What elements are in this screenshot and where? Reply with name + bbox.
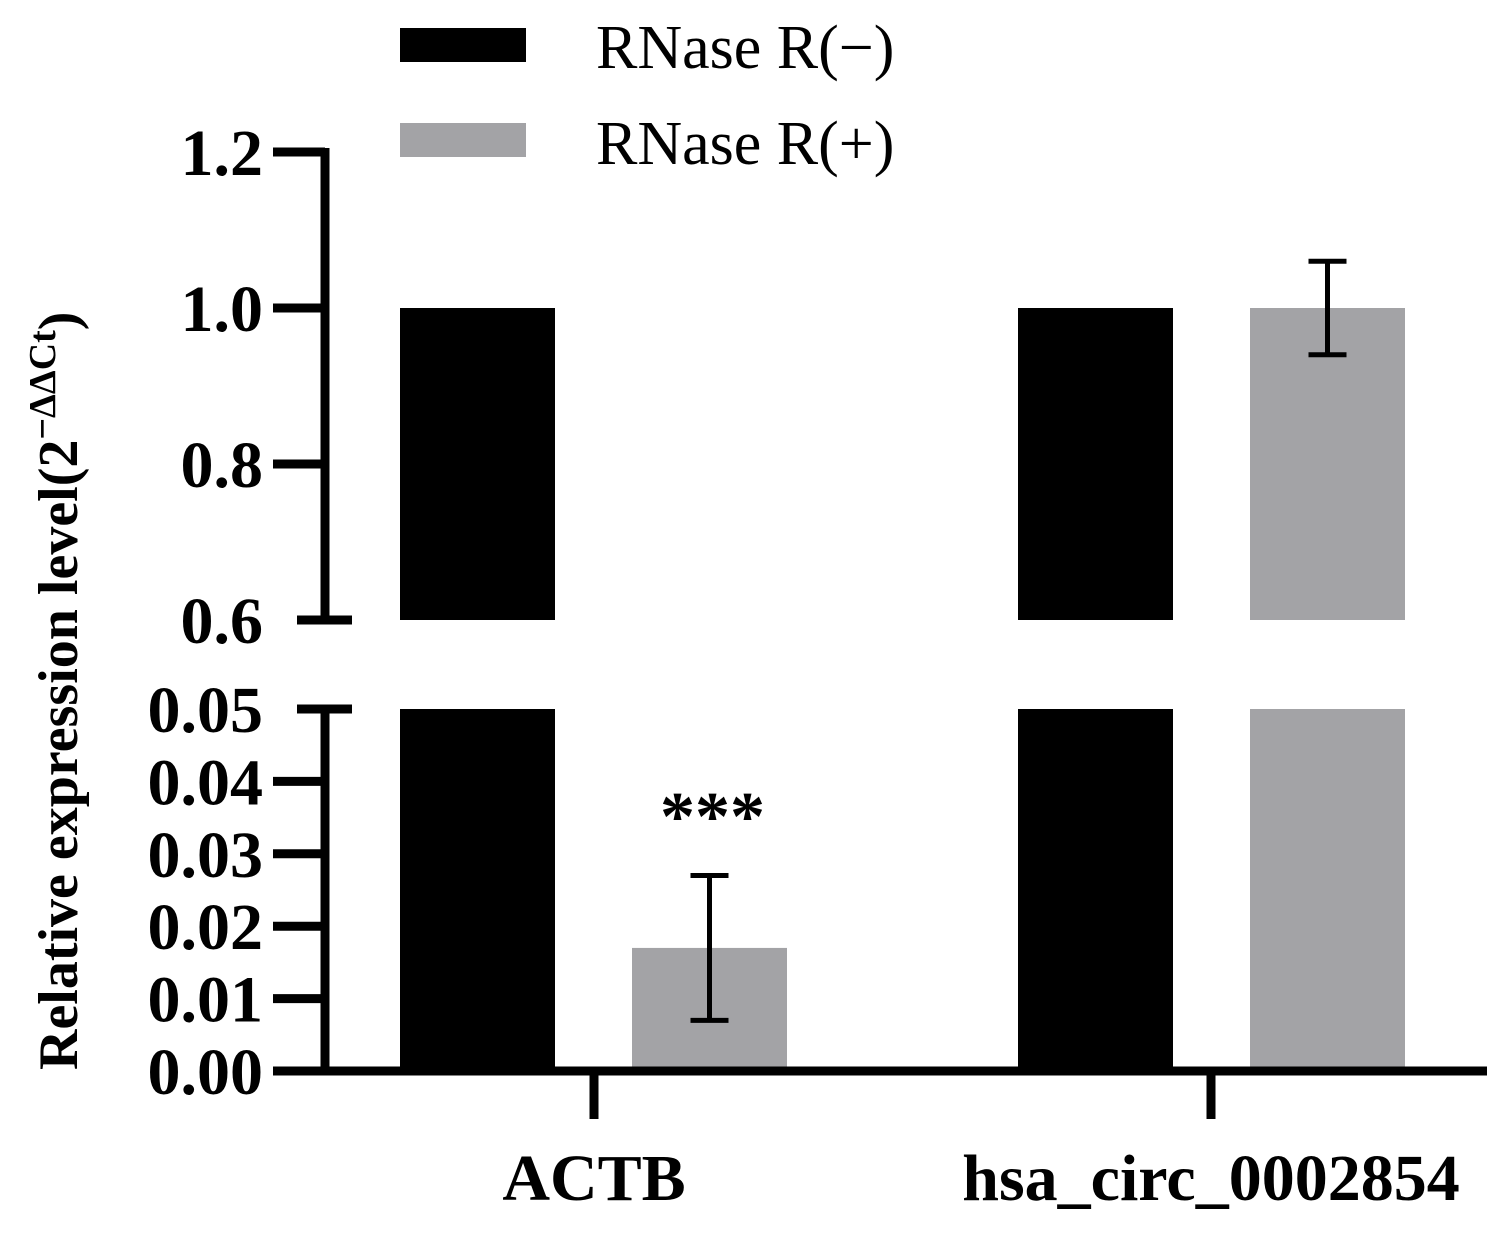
error-bars (690, 258, 1347, 1023)
legend-label-rnase-r-minus: RNase R(−) (596, 14, 894, 82)
x-tick-label-hsa_circ_0002854: hsa_circ_0002854 (962, 1142, 1459, 1215)
y-tick-label-lower-0.02: 0.02 (148, 891, 264, 964)
legend-swatch-rnase-r-plus (400, 123, 526, 157)
y-tick-label-upper-1.0: 1.0 (181, 273, 264, 346)
y-axis-label-main: Relative expression level(2 (28, 440, 90, 1070)
y-tick-label-upper-0.8: 0.8 (181, 429, 264, 502)
bars (400, 308, 1405, 1067)
bar-hsa_circ_0002854-rnase-r-plus-upper (1250, 308, 1405, 620)
y-tick-label-lower-0.01: 0.01 (148, 964, 264, 1037)
axes (273, 147, 1487, 1119)
y-tick-label-lower-0.00: 0.00 (148, 1036, 264, 1109)
bar-hsa_circ_0002854-rnase-r-minus-lower (1018, 709, 1173, 1067)
legend-swatch-rnase-r-minus (400, 28, 526, 62)
y-tick-label-upper-1.2: 1.2 (181, 117, 264, 190)
y-tick-label-lower-0.03: 0.03 (148, 819, 264, 892)
legend-label-rnase-r-plus: RNase R(+) (596, 110, 894, 178)
bar-hsa_circ_0002854-rnase-r-plus-lower (1250, 709, 1405, 1067)
significance-annotation: *** (660, 779, 765, 856)
x-tick-label-ACTB: ACTB (502, 1142, 685, 1215)
labels: 0.6 0.8 1.0 1.2 0.000.010.020.030.040.05 ACTB… (148, 117, 1460, 1215)
y-axis-label: Relative expression level(2−ΔΔCt) (22, 312, 90, 1070)
y-tick-label-lower-0.05: 0.05 (148, 674, 264, 747)
y-tick-label-lower-0.04: 0.04 (148, 746, 264, 819)
bar-hsa_circ_0002854-rnase-r-minus-upper (1018, 308, 1173, 620)
bar-ACTB-rnase-r-minus-lower (400, 709, 555, 1067)
y-axis-label-superscript: −ΔΔCt (22, 330, 64, 440)
y-tick-label-upper-0.6: 0.6 (181, 585, 264, 658)
y-axis-label-close: ) (28, 312, 90, 331)
bar-ACTB-rnase-r-minus-upper (400, 308, 555, 620)
legend: RNase R(−) RNase R(+) (400, 14, 894, 178)
